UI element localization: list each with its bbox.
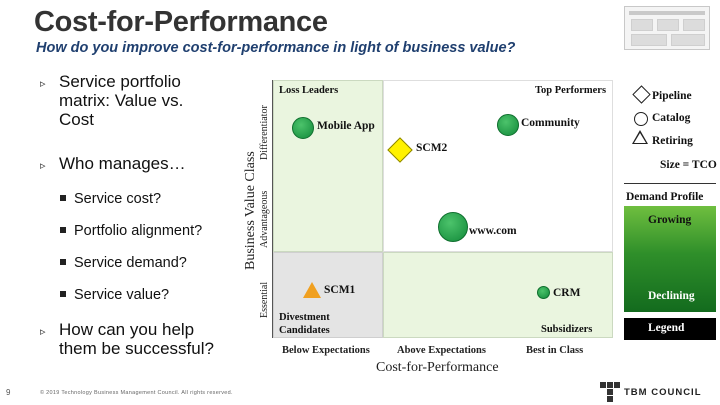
legend-title: Legend [648, 322, 685, 334]
legend-divider [624, 183, 716, 184]
legend-pipeline: Pipeline [652, 90, 692, 102]
label-subsidizers: Subsidizers [541, 324, 593, 335]
x-class-below: Below Expectations [282, 345, 370, 356]
service-dot-community[interactable] [497, 114, 519, 136]
sub-bullet-service-value: Service value? [60, 287, 169, 303]
square-bullet-icon [60, 227, 66, 233]
y-class-essential: Essential [259, 281, 270, 318]
label-mobile-app: Mobile App [317, 120, 375, 132]
label-candidates: Candidates [279, 325, 330, 336]
legend-size: Size = TCO [660, 159, 717, 171]
sub-bullet-service-cost: Service cost? [60, 191, 161, 207]
thumbnail-cell [631, 19, 653, 31]
y-class-differentiator: Differentiator [259, 105, 270, 160]
sub-bullet-service-demand: Service demand? [60, 255, 187, 271]
tbm-logo-icon [600, 382, 620, 402]
bullet-text: Service portfolio [59, 72, 181, 91]
bullet-who-manages: ▹ Who manages… [40, 154, 186, 173]
sub-bullet-portfolio-alignment: Portfolio alignment? [60, 223, 202, 239]
legend-declining: Declining [648, 290, 695, 302]
square-bullet-icon [60, 259, 66, 265]
service-dot-mobile-app[interactable] [292, 117, 314, 139]
square-bullet-icon [60, 291, 66, 297]
tbm-council-logo: TBM COUNCIL [600, 382, 712, 402]
label-loss-leaders: Loss Leaders [279, 85, 339, 96]
bullet-arrow-icon: ▹ [40, 78, 46, 90]
bullet-text: Who manages… [59, 154, 186, 173]
logo-text: TBM COUNCIL [624, 387, 702, 398]
label-www: www.com [469, 225, 517, 237]
label-scm1: SCM1 [324, 284, 356, 296]
slide-title: Cost-for-Performance [34, 6, 328, 38]
legend-retiring: Retiring [652, 135, 693, 147]
bullet-text: Service demand? [74, 255, 187, 271]
slide-thumbnail[interactable] [624, 6, 710, 50]
legend-catalog: Catalog [652, 112, 691, 124]
diamond-outline-icon [632, 85, 651, 104]
y-class-advantageous: Advantageous [259, 190, 270, 248]
legend-demand-gradient [624, 206, 716, 312]
service-triangle-scm1[interactable] [303, 282, 321, 298]
label-divestment: Divestment [279, 312, 330, 323]
x-axis-title: Cost-for-Performance [376, 360, 499, 375]
bullet-service-portfolio: ▹ Service portfolio matrix: Value vs. Co… [40, 72, 183, 129]
circle-outline-icon [634, 112, 648, 126]
bullet-text: matrix: Value vs. [59, 91, 184, 110]
quadrant-loss-leaders[interactable] [273, 80, 383, 252]
thumbnail-cell [631, 34, 667, 46]
quadrant-subsidizers[interactable] [383, 252, 613, 338]
bullet-arrow-icon: ▹ [40, 160, 46, 172]
service-portfolio-matrix: Loss Leaders Top Performers Divestment C… [272, 80, 613, 338]
legend-growing: Growing [648, 214, 692, 226]
bullet-text: Cost [59, 110, 94, 129]
bullet-text: Service value? [74, 287, 170, 303]
label-community: Community [521, 117, 580, 129]
thumbnail-header-bar [629, 11, 705, 15]
page-number: 9 [6, 388, 11, 397]
bullet-text: How can you help [59, 320, 195, 339]
thumbnail-cell [683, 19, 705, 31]
bullet-help-them: ▹ How can you help them be successful? [40, 320, 214, 358]
thumbnail-cell [671, 34, 705, 46]
legend-footer-bar [624, 318, 716, 340]
quadrant-divestment-candidates[interactable] [273, 252, 383, 338]
x-class-above: Above Expectations [397, 345, 486, 356]
label-scm2: SCM2 [416, 142, 448, 154]
quadrant-top-performers[interactable] [383, 80, 613, 252]
square-bullet-icon [60, 195, 66, 201]
x-class-best: Best in Class [526, 345, 584, 356]
label-crm: CRM [553, 287, 581, 299]
legend: Pipeline Catalog Retiring Size = TCO Dem… [620, 80, 718, 342]
y-axis-title: Business Value Class [243, 151, 258, 270]
thumbnail-cell [657, 19, 679, 31]
slide-subtitle: How do you improve cost-for-performance … [36, 40, 516, 56]
triangle-inner [634, 133, 646, 143]
bullet-arrow-icon: ▹ [40, 326, 46, 338]
label-top-performers: Top Performers [535, 85, 607, 96]
service-dot-www[interactable] [438, 212, 468, 242]
bullet-text: Portfolio alignment? [74, 223, 203, 239]
legend-demand-profile: Demand Profile [626, 191, 704, 203]
service-dot-crm[interactable] [537, 286, 550, 299]
bullet-text: Service cost? [74, 191, 162, 207]
bullet-text: them be successful? [59, 339, 214, 358]
copyright: © 2019 Technology Business Management Co… [40, 390, 233, 396]
